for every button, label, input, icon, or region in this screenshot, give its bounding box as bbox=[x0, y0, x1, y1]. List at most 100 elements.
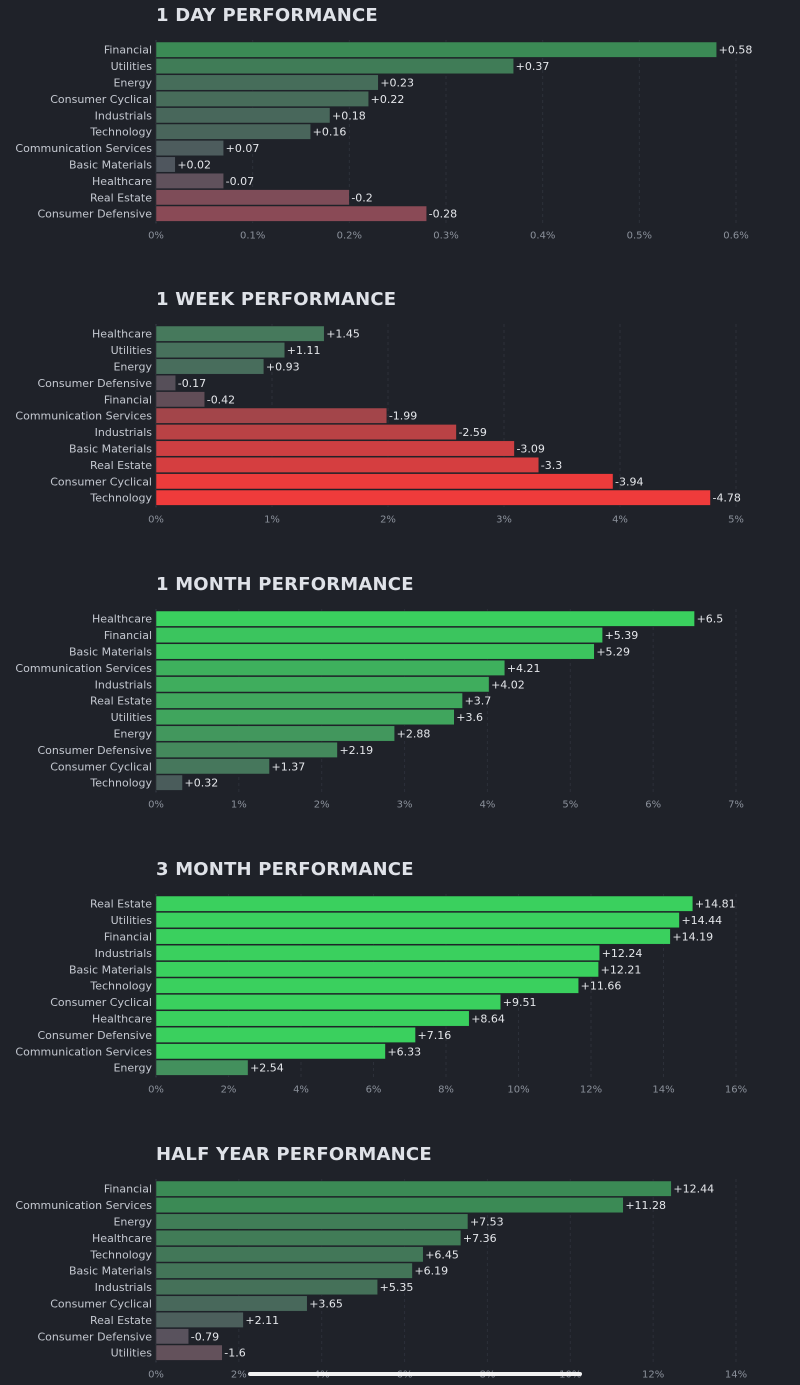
value-label: +3.65 bbox=[309, 1298, 343, 1311]
bar[interactable] bbox=[155, 140, 224, 157]
category-label: Real Estate bbox=[90, 898, 152, 911]
tick-label: 0.3% bbox=[433, 230, 458, 241]
value-label: +6.45 bbox=[425, 1248, 459, 1261]
bar[interactable] bbox=[155, 1043, 386, 1060]
bar[interactable] bbox=[155, 440, 515, 457]
bar[interactable] bbox=[155, 172, 224, 189]
value-label: +7.53 bbox=[470, 1216, 504, 1229]
bar[interactable] bbox=[155, 424, 457, 441]
bar[interactable] bbox=[155, 205, 427, 222]
category-label: Consumer Defensive bbox=[37, 1029, 152, 1042]
bar[interactable] bbox=[155, 1229, 462, 1246]
bar[interactable] bbox=[155, 1311, 244, 1328]
bar[interactable] bbox=[155, 725, 395, 742]
bar[interactable] bbox=[155, 977, 579, 994]
value-label: +12.24 bbox=[602, 947, 643, 960]
category-label: Consumer Cyclical bbox=[50, 93, 152, 106]
bar[interactable] bbox=[155, 489, 711, 506]
bar[interactable] bbox=[155, 709, 455, 726]
bar[interactable] bbox=[155, 58, 514, 75]
tick-label: 2% bbox=[314, 799, 330, 810]
category-label: Energy bbox=[113, 1062, 152, 1075]
bar[interactable] bbox=[155, 895, 694, 912]
bar[interactable] bbox=[155, 758, 270, 775]
bar[interactable] bbox=[155, 473, 614, 490]
bar[interactable] bbox=[155, 659, 506, 676]
bar[interactable] bbox=[155, 944, 600, 961]
bar[interactable] bbox=[155, 1026, 416, 1043]
bar[interactable] bbox=[155, 741, 338, 758]
tick-label: 0.2% bbox=[337, 230, 362, 241]
value-label: +2.11 bbox=[245, 1314, 279, 1327]
value-label: +12.21 bbox=[601, 963, 642, 976]
value-label: +6.5 bbox=[697, 613, 724, 626]
bar[interactable] bbox=[155, 342, 286, 359]
bar[interactable] bbox=[155, 74, 379, 91]
bar[interactable] bbox=[155, 325, 325, 342]
bar[interactable] bbox=[155, 107, 331, 124]
bar[interactable] bbox=[155, 928, 671, 945]
bar[interactable] bbox=[155, 374, 176, 391]
bar[interactable] bbox=[155, 1246, 424, 1263]
bar[interactable] bbox=[155, 1059, 249, 1076]
bar[interactable] bbox=[155, 912, 680, 929]
category-label: Basic Materials bbox=[69, 646, 152, 659]
value-label: +0.58 bbox=[719, 44, 753, 57]
bar[interactable] bbox=[155, 1262, 413, 1279]
tick-label: 16% bbox=[725, 1084, 747, 1095]
bar[interactable] bbox=[155, 1344, 223, 1361]
bar[interactable] bbox=[155, 189, 350, 206]
bar[interactable] bbox=[155, 358, 265, 375]
bar-chart-1-week: Healthcare +1.45 Utilities +1.11 Energy +0.93… bbox=[15, 324, 744, 525]
category-label: Technology bbox=[89, 777, 152, 790]
category-label: Utilities bbox=[111, 1347, 153, 1360]
bar[interactable] bbox=[155, 1279, 378, 1296]
bar[interactable] bbox=[155, 407, 388, 424]
bar[interactable] bbox=[155, 1197, 624, 1214]
category-label: Consumer Cyclical bbox=[50, 475, 152, 488]
bar[interactable] bbox=[155, 1295, 308, 1312]
bar[interactable] bbox=[155, 1328, 189, 1345]
bar[interactable] bbox=[155, 692, 463, 709]
tick-label: 7% bbox=[728, 799, 744, 810]
bar[interactable] bbox=[155, 774, 183, 791]
bar[interactable] bbox=[155, 90, 369, 107]
bar[interactable] bbox=[155, 156, 176, 173]
category-label: Financial bbox=[104, 931, 152, 944]
value-label: +14.44 bbox=[681, 914, 722, 927]
value-label: +3.7 bbox=[465, 695, 492, 708]
bar[interactable] bbox=[155, 994, 501, 1011]
tick-label: 1% bbox=[231, 799, 247, 810]
category-label: Financial bbox=[104, 1183, 152, 1196]
category-label: Communication Services bbox=[15, 142, 152, 155]
scroll-indicator[interactable] bbox=[248, 1372, 582, 1376]
tick-label: 2% bbox=[380, 514, 396, 525]
category-label: Communication Services bbox=[15, 410, 152, 423]
value-label: +8.64 bbox=[471, 1013, 505, 1026]
bar[interactable] bbox=[155, 676, 490, 693]
category-label: Communication Services bbox=[15, 662, 152, 675]
category-label: Technology bbox=[89, 492, 152, 505]
category-label: Consumer Cyclical bbox=[50, 1298, 152, 1311]
bar[interactable] bbox=[155, 41, 717, 58]
tick-label: 14% bbox=[652, 1084, 674, 1095]
value-label: +6.19 bbox=[414, 1265, 448, 1278]
bar[interactable] bbox=[155, 610, 695, 627]
bar[interactable] bbox=[155, 1180, 672, 1197]
bar[interactable] bbox=[155, 643, 595, 660]
tick-label: 4% bbox=[293, 1084, 309, 1095]
bar[interactable] bbox=[155, 123, 311, 140]
bar[interactable] bbox=[155, 627, 603, 644]
category-label: Consumer Defensive bbox=[37, 208, 152, 221]
category-label: Communication Services bbox=[15, 1199, 152, 1212]
bar[interactable] bbox=[155, 961, 599, 978]
bar[interactable] bbox=[155, 391, 205, 408]
tick-label: 12% bbox=[580, 1084, 602, 1095]
bar[interactable] bbox=[155, 1010, 470, 1027]
bar-chart-3-month: Real Estate +14.81 Utilities +14.44 Financia… bbox=[15, 894, 747, 1095]
bar[interactable] bbox=[155, 456, 540, 473]
category-label: Industrials bbox=[95, 426, 153, 439]
bar[interactable] bbox=[155, 1213, 469, 1230]
tick-label: 2% bbox=[231, 1369, 247, 1380]
tick-label: 8% bbox=[438, 1084, 454, 1095]
